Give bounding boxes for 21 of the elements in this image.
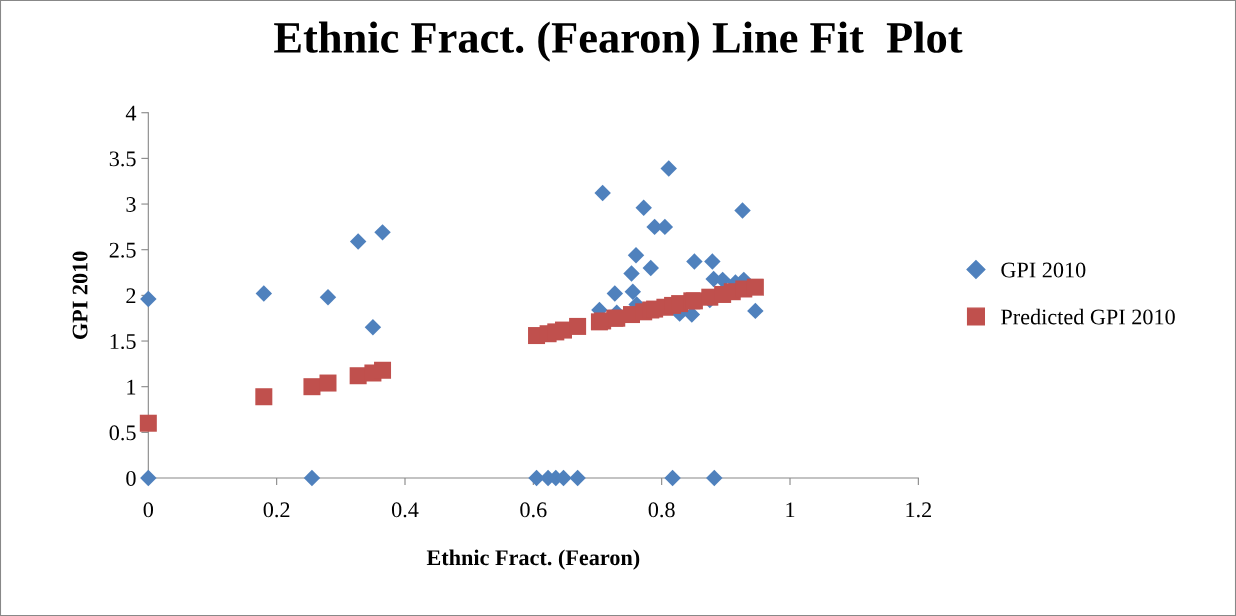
x-tick-label: 0.2 — [263, 502, 290, 518]
x-tick-label: 0.4 — [391, 502, 419, 518]
x-tick-label: 0.8 — [648, 502, 675, 518]
chart-title: Ethnic Fract. (Fearon) Line Fit Plot — [274, 21, 963, 62]
y-tick-label: 3.5 — [109, 151, 136, 167]
x-tick-label: 1.2 — [906, 502, 932, 518]
y-tick-label: 4 — [125, 105, 137, 121]
y-tick-label: 3 — [126, 197, 136, 212]
y-tick-label: 1 — [127, 379, 136, 395]
x-tick-label: 0 — [143, 502, 154, 518]
x-tick-label: 0.6 — [520, 502, 547, 518]
y-tick-label: 2 — [126, 288, 136, 304]
y-tick-label: 0 — [126, 470, 136, 486]
y-axis-title: GPI 2010 — [72, 251, 88, 340]
x-tick-label: 1 — [786, 502, 795, 518]
y-tick-label: 0.5 — [109, 425, 136, 441]
y-tick-label: 1.5 — [110, 334, 136, 350]
legend-label: Predicted GPI 2010 — [1001, 308, 1175, 325]
legend-label: GPI 2010 — [1001, 262, 1086, 278]
y-tick-label: 2.5 — [109, 242, 136, 258]
x-axis-title: Ethnic Fract. (Fearon) — [426, 549, 640, 570]
